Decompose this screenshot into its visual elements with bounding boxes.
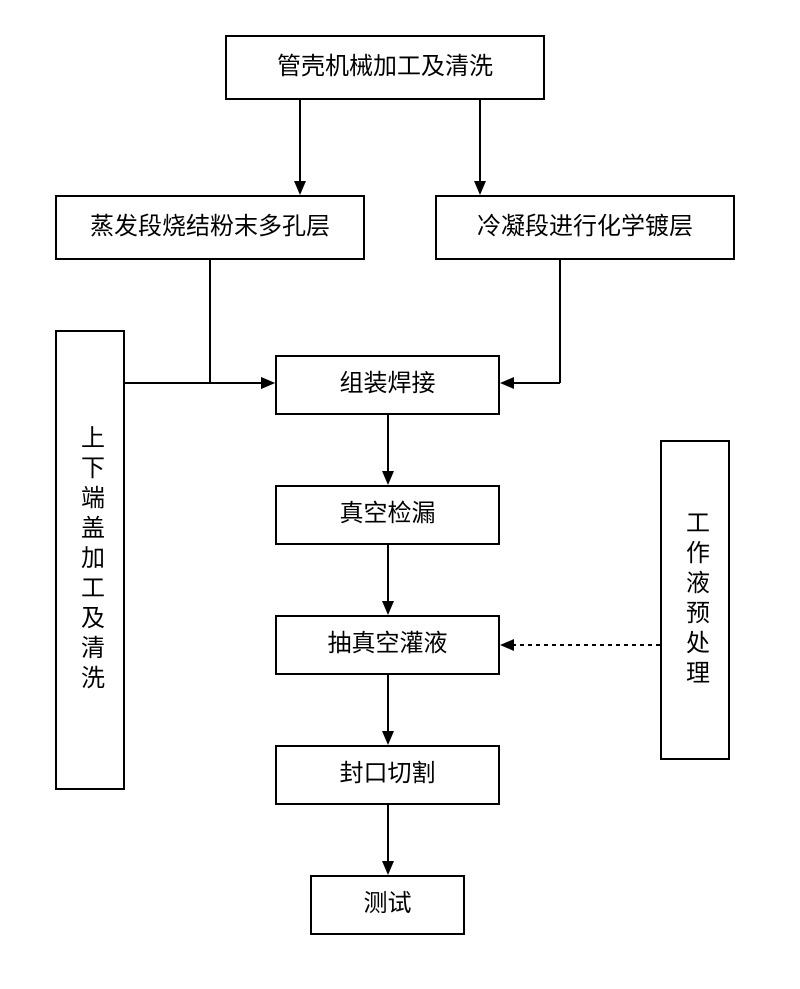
node-label: 工作液预处理 (678, 510, 713, 690)
node-n5: 抽真空灌液 (275, 615, 500, 675)
node-n1: 管壳机械加工及清洗 (225, 35, 545, 100)
node-label: 封口切割 (340, 758, 436, 792)
node-sR: 工作液预处理 (660, 440, 730, 760)
node-n2a: 蒸发段烧结粉末多孔层 (55, 195, 365, 260)
node-sL: 上下端盖加工及清洗 (55, 330, 125, 790)
node-label: 组装焊接 (340, 368, 436, 402)
node-label: 蒸发段烧结粉末多孔层 (90, 211, 330, 245)
node-n4: 真空检漏 (275, 485, 500, 545)
node-n2b: 冷凝段进行化学镀层 (435, 195, 735, 260)
node-label: 管壳机械加工及清洗 (277, 51, 493, 85)
node-label: 真空检漏 (340, 498, 436, 532)
flowchart-canvas: 管壳机械加工及清洗 蒸发段烧结粉末多孔层 冷凝段进行化学镀层 组装焊接 真空检漏… (0, 0, 800, 989)
node-label: 冷凝段进行化学镀层 (477, 211, 693, 245)
node-n3: 组装焊接 (275, 355, 500, 415)
node-label: 上下端盖加工及清洗 (73, 425, 108, 695)
node-n7: 测试 (310, 875, 465, 935)
node-n6: 封口切割 (275, 745, 500, 805)
node-label: 抽真空灌液 (328, 628, 448, 662)
node-label: 测试 (364, 888, 412, 922)
